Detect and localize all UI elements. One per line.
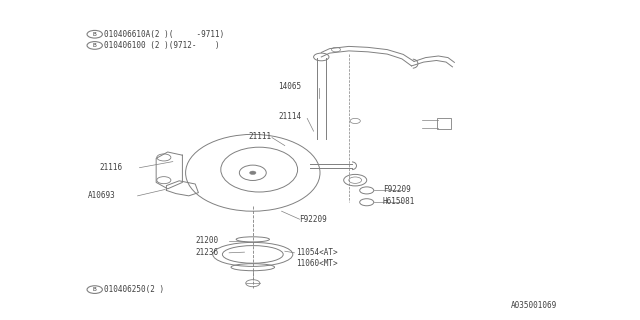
Text: H615081: H615081 [383,197,415,206]
Text: 21116: 21116 [99,163,122,172]
Text: 14065: 14065 [278,82,301,91]
Text: A10693: A10693 [88,191,116,200]
Text: 11054<AT>: 11054<AT> [296,248,337,257]
Text: 21236: 21236 [195,248,218,257]
Text: 010406610A(2 )(     -9711): 010406610A(2 )( -9711) [104,30,225,39]
Text: B: B [93,32,97,37]
Text: 21200: 21200 [195,236,218,245]
Bar [437,118,451,129]
Text: A035001069: A035001069 [511,301,557,310]
Ellipse shape [250,171,256,175]
Text: B: B [93,43,97,48]
Text: F92209: F92209 [300,215,327,224]
Text: B: B [93,287,97,292]
Text: 21114: 21114 [278,112,301,121]
Text: 21111: 21111 [248,132,271,140]
Text: 010406250(2 ): 010406250(2 ) [104,285,164,294]
Text: 11060<MT>: 11060<MT> [296,259,337,268]
Text: F92209: F92209 [383,185,410,194]
Text: 010406100 (2 )(9712-    ): 010406100 (2 )(9712- ) [104,41,220,50]
